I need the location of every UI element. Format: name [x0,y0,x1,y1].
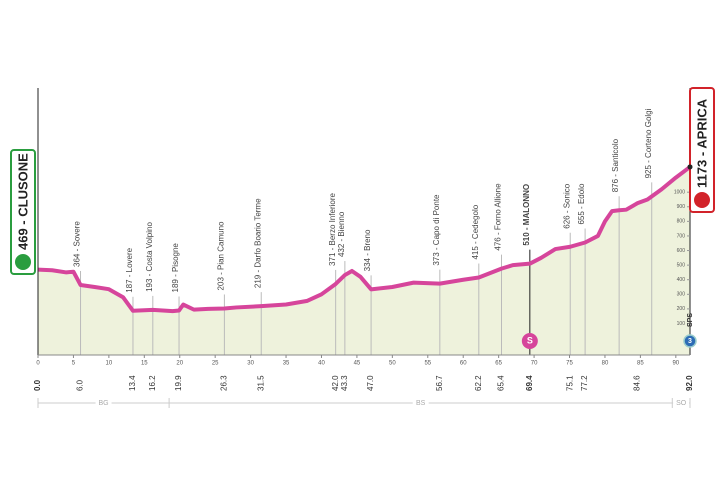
y-tick-label: 100 [677,321,686,327]
distance-label: 6.0 [76,379,85,391]
finish-dot [687,164,693,170]
y-tick-label: 300 [677,292,686,298]
waypoint-label: 373 - Capo di Ponte [432,194,441,266]
distance-label: 16.2 [148,375,157,391]
y-tick-label: 200 [677,306,686,312]
start-box [10,149,36,275]
x-tick-label: 30 [247,361,254,367]
y-tick-label: 700 [677,233,686,239]
waypoint-label: 432 - Bienno [337,211,346,257]
waypoint-label: 476 - Forno Allione [494,183,503,251]
waypoint-label: 876 - Santicolo [611,138,620,192]
distance-label: 43.3 [340,375,349,391]
waypoint-label: 219 - Darfo Boario Terme [253,198,262,288]
x-tick-label: 75 [566,361,573,367]
distance-label: 62.2 [474,375,483,391]
distance-label: 0.0 [33,379,42,391]
waypoint-label: 203 - Pian Camuno [216,221,225,290]
start-icon [15,254,31,270]
distance-label: 42.0 [331,375,340,391]
distance-label: 13.4 [128,375,137,391]
x-tick-label: 50 [389,361,396,367]
x-tick-label: 45 [354,361,361,367]
x-tick-label: 0 [36,361,40,367]
climb-marker [683,334,697,348]
province-label: BS [416,400,426,407]
province-label-bg [95,398,112,408]
distance-label: 47.0 [366,375,375,391]
distance-label: 75.1 [565,375,574,391]
waypoint-label: 193 - Costa Volpino [145,222,154,292]
waypoint-label: 655 - Edolo [577,183,586,224]
x-tick-label: 90 [672,361,679,367]
x-tick-label: 70 [531,361,538,367]
waypoint-label: 189 - Pisogne [171,243,180,293]
distance-label: 26.3 [219,375,228,391]
x-tick-label: 65 [495,361,502,367]
waypoint-label: 371 - Berzo Inferiore [328,192,337,265]
profile-fill [38,166,690,355]
sprint-marker-label: S [527,335,533,345]
distance-label: 19.9 [174,375,183,391]
waypoint-label: 187 - Lovere [125,247,134,292]
finish-icon [694,192,710,208]
x-tick-label: 5 [72,361,76,367]
x-tick-label: 85 [637,361,644,367]
distance-label: 77.2 [580,375,589,391]
x-tick-label: 60 [460,361,467,367]
climb-marker-label: 3 [688,338,692,345]
province-label-bg [673,398,690,408]
waypoint-label: 364 - Sovere [73,221,82,267]
x-tick-label: 15 [141,361,148,367]
waypoint-label: 334 - Breno [363,229,372,271]
y-tick-label: 800 [677,219,686,225]
province-label: BG [98,400,108,407]
x-tick-label: 35 [283,361,290,367]
x-tick-label: 80 [602,361,609,367]
profile-line [37,165,692,314]
finish-label: 1173 - APRICA [694,98,709,188]
y-tick-label: 1000 [674,190,685,196]
y-tick-label: 500 [677,262,686,268]
province-label-bg [412,398,429,408]
distance-label: 56.7 [435,375,444,391]
x-tick-label: 20 [176,361,183,367]
x-tick-label: 25 [212,361,219,367]
x-tick-label: 55 [424,361,431,367]
y-tick-label: 400 [677,277,686,283]
y-tick-label: 600 [677,248,686,254]
start-label: 469 - CLUSONE [15,153,30,250]
waypoint-label: 626 - Sonico [562,183,571,228]
distance-label: 31.5 [256,375,265,391]
distance-label: 92.0 [685,375,694,391]
x-tick-label: 40 [318,361,325,367]
province-label: SO [676,400,687,407]
distance-label: 69.4 [525,375,534,391]
waypoint-label: 925 - Corteno Golgi [644,108,653,178]
waypoint-label: 510 - MALONNO [522,184,531,246]
x-tick-label: 10 [106,361,113,367]
sprint-marker [521,333,538,349]
finish-box [689,87,715,213]
distance-label: 84.6 [633,375,642,391]
y-tick-label: 900 [677,204,686,210]
distance-label: 65.4 [497,375,506,391]
waypoint-label: 415 - Cedegolo [471,204,480,259]
climb-label: SPS [687,313,694,327]
